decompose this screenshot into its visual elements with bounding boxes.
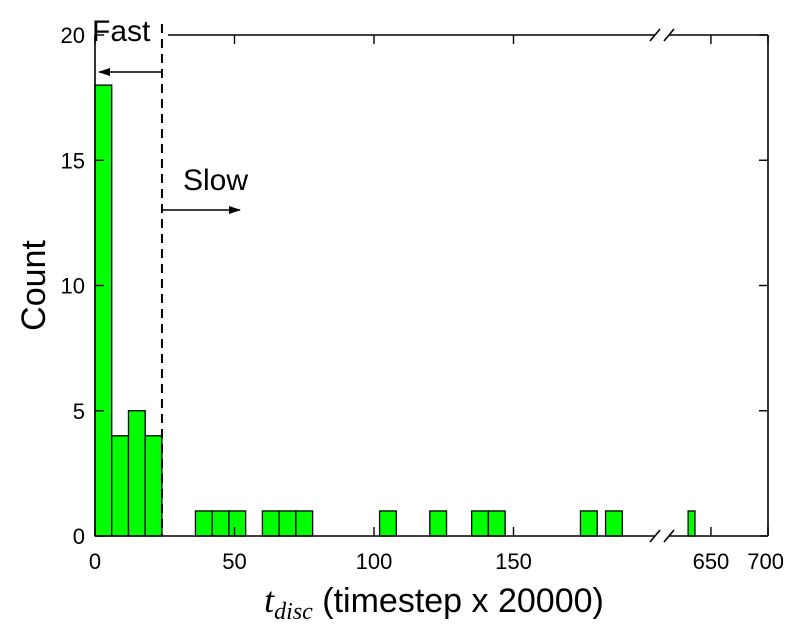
y-tick-label: 20 xyxy=(61,23,85,48)
x-axis-variable: t xyxy=(264,580,275,620)
bars xyxy=(94,84,696,537)
histogram-bar xyxy=(378,510,397,537)
histogram-bar xyxy=(470,510,490,537)
x-tick-label: 650 xyxy=(693,549,730,574)
axis-break-mark xyxy=(649,529,661,543)
histogram-bar xyxy=(604,510,623,537)
annotations: Fast Slow xyxy=(92,15,248,536)
histogram-bar xyxy=(487,510,506,537)
y-tick-label: 10 xyxy=(61,274,85,299)
histogram-bar xyxy=(211,510,230,537)
axis-break-mark xyxy=(649,28,661,42)
x-axis-unit: (timestep x 20000) xyxy=(313,582,604,620)
histogram-bar xyxy=(111,435,130,537)
y-axis-title: Count xyxy=(15,240,53,331)
histogram-bar xyxy=(278,510,297,537)
histogram-bar xyxy=(687,510,696,537)
axis-break-mark xyxy=(663,28,675,42)
tick-labels: 0 5 10 15 20 0 50 100 150 650 700 xyxy=(61,23,784,574)
x-axis-subscript: disc xyxy=(274,599,313,625)
histogram-bar xyxy=(261,510,280,537)
x-tick-label: 700 xyxy=(747,549,784,574)
slow-annotation: Slow xyxy=(183,164,248,197)
histogram-bar xyxy=(144,435,163,537)
x-axis-title: tdisc (timestep x 20000) xyxy=(264,580,604,625)
y-tick-label: 5 xyxy=(73,399,85,424)
histogram-bar xyxy=(228,510,247,537)
axis-break-mark xyxy=(663,529,675,543)
histogram-bar xyxy=(94,84,113,537)
tick-marks xyxy=(94,34,769,537)
fast-annotation: Fast xyxy=(92,15,151,48)
histogram-bar xyxy=(579,510,598,537)
x-tick-label: 100 xyxy=(356,549,393,574)
y-tick-label: 15 xyxy=(61,148,85,173)
x-tick-label: 150 xyxy=(495,549,532,574)
x-tick-label: 50 xyxy=(222,549,246,574)
x-tick-label: 0 xyxy=(89,549,101,574)
histogram-bar xyxy=(127,410,146,537)
y-tick-label: 0 xyxy=(73,524,85,549)
plot-frame xyxy=(94,28,769,543)
histogram-bar xyxy=(429,510,448,537)
histogram-bar xyxy=(295,510,314,537)
histogram-bar xyxy=(194,510,213,537)
